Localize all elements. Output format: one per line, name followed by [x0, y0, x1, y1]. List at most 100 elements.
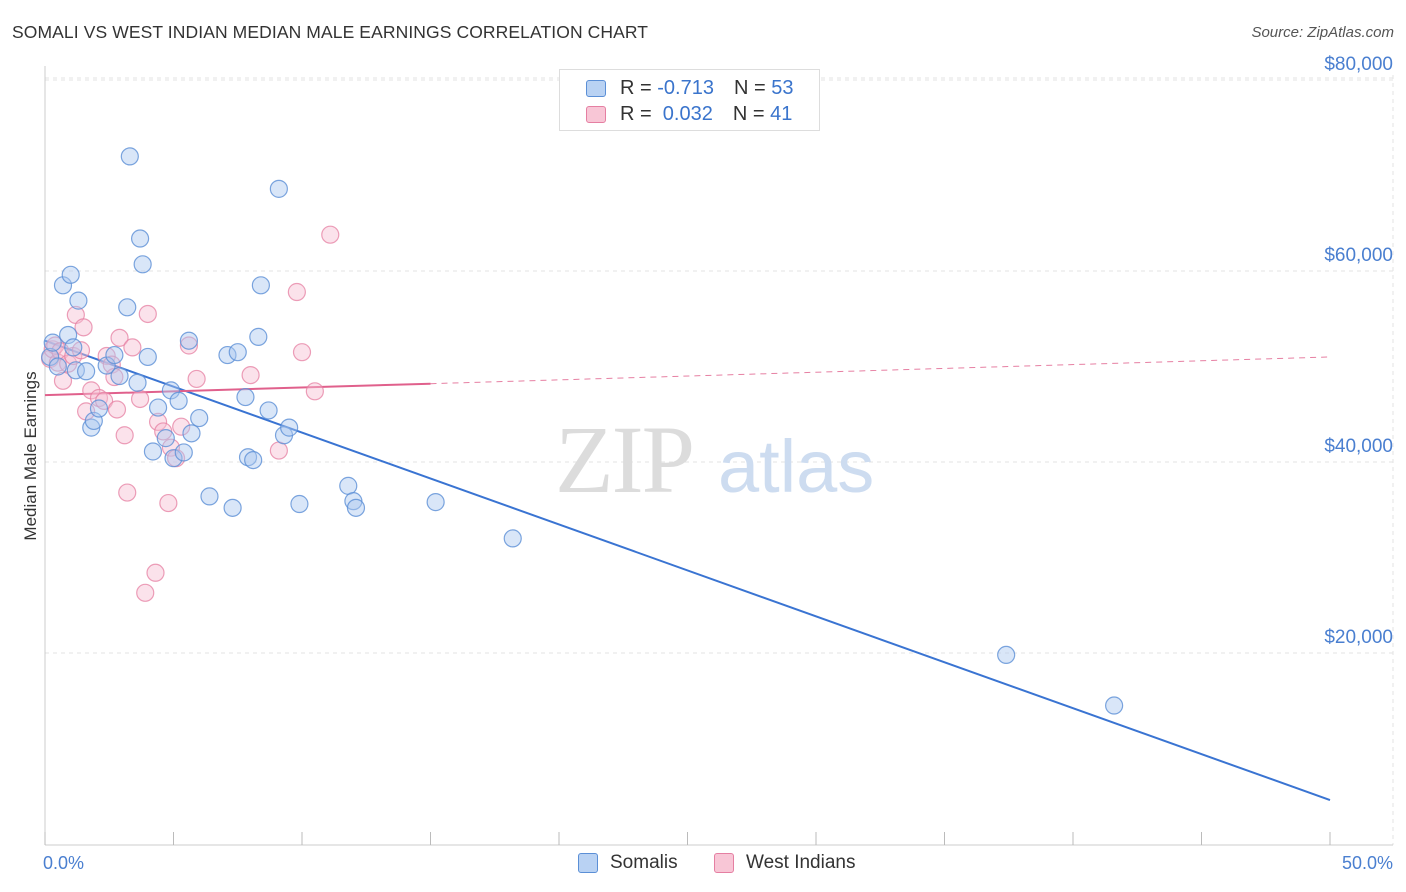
- data-point-west-indian: [321, 225, 340, 244]
- watermark-atlas: atlas: [718, 425, 874, 508]
- data-point-somali: [426, 493, 445, 512]
- legend-n-value: 53: [771, 76, 794, 99]
- data-point-somali: [61, 265, 80, 284]
- legend-row-west-indians: R = 0.032 N = 41: [586, 101, 792, 127]
- legend-r-value: 0.032: [657, 102, 713, 125]
- bottom-legend-swatch-somalis: [578, 853, 598, 873]
- data-point-west-indian: [179, 336, 199, 355]
- data-point-west-indian: [107, 400, 127, 419]
- data-points: [41, 147, 1124, 715]
- legend-swatch-west-indians: [586, 105, 606, 123]
- data-point-somali: [249, 327, 268, 346]
- data-point-west-indian: [146, 563, 165, 582]
- data-point-somali: [339, 476, 358, 495]
- data-point-west-indian: [123, 338, 142, 357]
- data-point-somali: [130, 229, 150, 248]
- data-point-somali: [110, 366, 129, 386]
- data-point-west-indian: [74, 318, 93, 337]
- data-point-somali: [169, 391, 188, 410]
- data-point-somali: [143, 442, 163, 461]
- data-point-somali: [259, 401, 278, 420]
- data-point-somali: [120, 147, 139, 166]
- y-tick-label: $20,000: [1324, 627, 1393, 648]
- trend-line-somalis: [44, 339, 1331, 802]
- x-tick-label: 50.0%: [1342, 853, 1393, 873]
- legend-n-value: 41: [770, 102, 793, 125]
- source-label: Source: ZipAtlas.com: [1251, 24, 1394, 41]
- data-point-west-indian: [187, 369, 206, 389]
- data-point-somali: [503, 529, 522, 548]
- stats-legend: R = -0.713 N = 53 R = 0.032 N = 41: [559, 69, 820, 131]
- x-tick-label: 0.0%: [43, 853, 84, 873]
- trend-line-west-indians-dashed: [430, 356, 1331, 385]
- data-point-west-indian: [130, 389, 150, 409]
- y-tick-label: $40,000: [1324, 436, 1393, 457]
- data-point-somali: [89, 399, 109, 418]
- data-point-west-indian: [89, 388, 109, 408]
- bottom-legend-somalis: Somalis: [578, 852, 678, 874]
- bottom-legend-swatch-west-indians: [714, 853, 734, 873]
- data-point-somali: [128, 373, 147, 392]
- data-point-somali: [77, 362, 96, 381]
- data-point-somali: [179, 331, 199, 350]
- data-point-somali: [182, 424, 201, 443]
- legend-n-label: N =: [733, 76, 772, 99]
- data-point-somali: [244, 450, 263, 470]
- data-point-west-indian: [241, 365, 260, 385]
- data-point-west-indian: [269, 441, 288, 460]
- data-point-west-indian: [305, 382, 324, 401]
- data-point-west-indian: [148, 412, 168, 431]
- chart-title: SOMALI VS WEST INDIAN MEDIAN MALE EARNIN…: [12, 22, 649, 42]
- data-point-somali: [1105, 696, 1124, 715]
- data-point-somali: [48, 357, 67, 376]
- legend-r-value: -0.713: [657, 76, 714, 99]
- data-point-west-indian: [287, 282, 306, 302]
- data-point-west-indian: [159, 493, 178, 513]
- data-point-somali: [997, 645, 1016, 665]
- y-axis-label: Median Male Earnings: [21, 371, 40, 540]
- data-point-west-indian: [97, 346, 116, 366]
- data-point-somali: [218, 345, 237, 365]
- data-point-west-indian: [110, 328, 129, 347]
- trend-line-west-indians: [44, 382, 431, 397]
- data-point-somali: [43, 333, 62, 352]
- bottom-legend-label-west-indians: West Indians: [746, 852, 856, 873]
- data-point-west-indian: [138, 304, 157, 324]
- data-point-somali: [238, 448, 258, 467]
- data-point-west-indian: [53, 371, 73, 390]
- watermark: ZIP atlas: [555, 406, 874, 513]
- bottom-legend-label-somalis: Somalis: [610, 852, 678, 873]
- data-point-west-indian: [115, 426, 134, 445]
- data-point-somali: [200, 487, 219, 506]
- data-point-somali: [105, 345, 124, 365]
- data-point-somali: [280, 418, 299, 437]
- data-point-somali: [64, 338, 83, 357]
- gridlines: [45, 75, 1394, 845]
- data-point-somali: [269, 179, 288, 198]
- y-tick-label: $80,000: [1324, 54, 1393, 75]
- legend-swatch-somalis: [586, 79, 606, 97]
- data-point-west-indian: [136, 583, 155, 602]
- data-point-somali: [148, 398, 168, 417]
- legend-n-label: N =: [732, 102, 771, 125]
- data-point-somali: [138, 347, 157, 367]
- data-point-somali: [223, 498, 242, 517]
- legend-r-label: R =: [620, 76, 658, 99]
- data-point-somali: [251, 276, 270, 295]
- axes: $20,000 $40,000 $60,000 $80,000 0.0% 50.0%: [43, 54, 1393, 873]
- data-point-somali: [156, 429, 175, 448]
- trend-lines: [44, 339, 1331, 802]
- legend-row-somalis: R = -0.713 N = 53: [586, 75, 793, 101]
- data-point-west-indian: [172, 417, 191, 436]
- bottom-legend-west-indians: West Indians: [714, 852, 855, 874]
- data-point-somali: [118, 298, 137, 317]
- data-point-west-indian: [292, 343, 312, 362]
- data-point-somali: [290, 494, 309, 514]
- data-point-somali: [174, 443, 193, 462]
- data-point-somali: [164, 449, 183, 468]
- legend-r-label: R =: [620, 102, 658, 125]
- data-point-west-indian: [118, 483, 137, 502]
- data-point-somali: [228, 343, 247, 362]
- data-point-somali: [190, 408, 209, 428]
